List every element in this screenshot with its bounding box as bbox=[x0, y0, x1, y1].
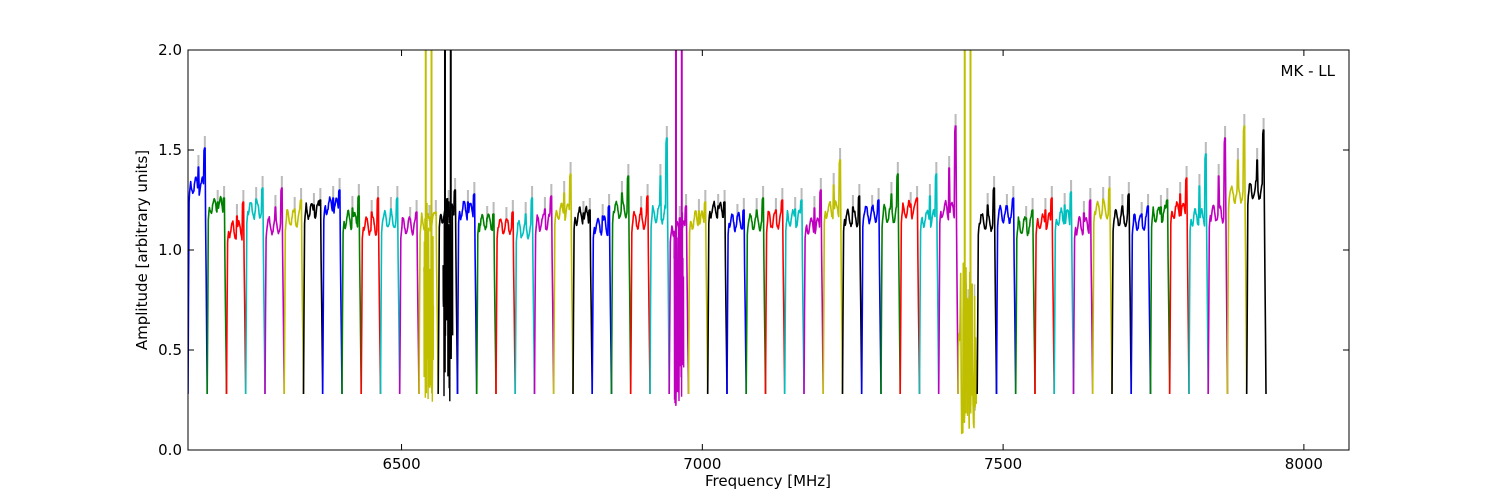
channel-trace bbox=[860, 199, 882, 395]
x-axis-label: Frequency [MHz] bbox=[705, 472, 831, 490]
y-tick-label: 1.5 bbox=[158, 141, 182, 159]
y-tick-label: 2.0 bbox=[158, 41, 182, 59]
channel-trace bbox=[1014, 209, 1036, 395]
channel-trace bbox=[360, 197, 382, 395]
channel-trace bbox=[918, 173, 940, 395]
channel-trace bbox=[995, 197, 1017, 395]
x-tick-label: 6500 bbox=[382, 455, 420, 473]
channel-trace bbox=[1168, 177, 1190, 395]
channel-trace bbox=[1226, 125, 1248, 395]
channel-trace bbox=[572, 205, 593, 395]
channel-trace bbox=[1188, 153, 1209, 395]
channel-trace bbox=[745, 197, 767, 395]
channel-trace bbox=[610, 175, 632, 395]
y-axis-ticks: 0.0 0.5 1.0 1.5 2.0 bbox=[158, 41, 1349, 459]
baseline-annotation: MK - LL bbox=[1281, 62, 1336, 80]
channel-trace bbox=[1034, 197, 1055, 395]
channel-trace bbox=[706, 200, 728, 395]
channel-trace bbox=[1149, 199, 1171, 395]
channel-trace bbox=[899, 197, 921, 395]
channel-trace bbox=[687, 201, 709, 395]
y-axis-label: Amplitude [arbitrary units] bbox=[133, 150, 151, 350]
y-tick-label: 1.0 bbox=[158, 241, 182, 259]
channel-trace bbox=[629, 195, 651, 395]
channel-trace bbox=[764, 199, 786, 395]
channel-trace bbox=[475, 213, 497, 395]
y-tick-label: 0.0 bbox=[158, 441, 182, 459]
channel-trace bbox=[937, 125, 959, 395]
rfi-noise bbox=[962, 276, 974, 416]
channel-trace bbox=[841, 195, 863, 395]
channel-trace bbox=[283, 199, 305, 395]
channel-trace bbox=[264, 187, 285, 395]
channel-trace bbox=[244, 187, 266, 395]
channel-trace bbox=[880, 173, 901, 395]
channel-trace bbox=[783, 199, 805, 395]
channel-trace bbox=[976, 187, 998, 395]
channel-trace bbox=[1245, 129, 1267, 395]
channel-trace bbox=[1053, 191, 1075, 395]
channel-trace bbox=[456, 193, 478, 395]
series-layer bbox=[188, 50, 1267, 435]
channel-trace bbox=[822, 159, 844, 395]
channel-trace bbox=[803, 189, 824, 395]
channel-trace bbox=[321, 189, 343, 395]
channel-trace bbox=[1111, 193, 1132, 395]
channel-trace bbox=[957, 262, 978, 435]
channel-trace bbox=[495, 211, 516, 395]
channel-trace bbox=[302, 199, 324, 395]
channel-trace bbox=[418, 211, 439, 395]
channel-trace bbox=[379, 197, 401, 395]
channel-trace bbox=[552, 173, 574, 395]
channel-trace bbox=[591, 205, 613, 395]
channel-trace bbox=[1072, 199, 1094, 395]
channel-trace bbox=[398, 211, 420, 395]
channel-trace bbox=[1130, 205, 1152, 395]
channel-trace bbox=[341, 195, 362, 395]
channel-trace bbox=[726, 209, 747, 395]
channel-trace bbox=[1207, 137, 1229, 395]
x-tick-label: 7000 bbox=[683, 455, 721, 473]
channel-trace bbox=[225, 201, 247, 395]
x-axis-ticks: 6500 7000 7500 8000 bbox=[382, 50, 1323, 473]
channel-trace bbox=[514, 197, 536, 395]
channel-trace bbox=[649, 137, 670, 395]
rfi-noise bbox=[423, 200, 435, 402]
x-tick-label: 8000 bbox=[1285, 455, 1323, 473]
x-tick-label: 7500 bbox=[984, 455, 1022, 473]
y-tick-label: 0.5 bbox=[158, 341, 182, 359]
channel-trace bbox=[188, 147, 208, 395]
rfi-noise bbox=[442, 197, 454, 402]
channel-trace bbox=[206, 195, 228, 395]
rfi-noise bbox=[673, 212, 685, 406]
channel-trace bbox=[1091, 187, 1113, 395]
channel-trace bbox=[533, 195, 555, 395]
